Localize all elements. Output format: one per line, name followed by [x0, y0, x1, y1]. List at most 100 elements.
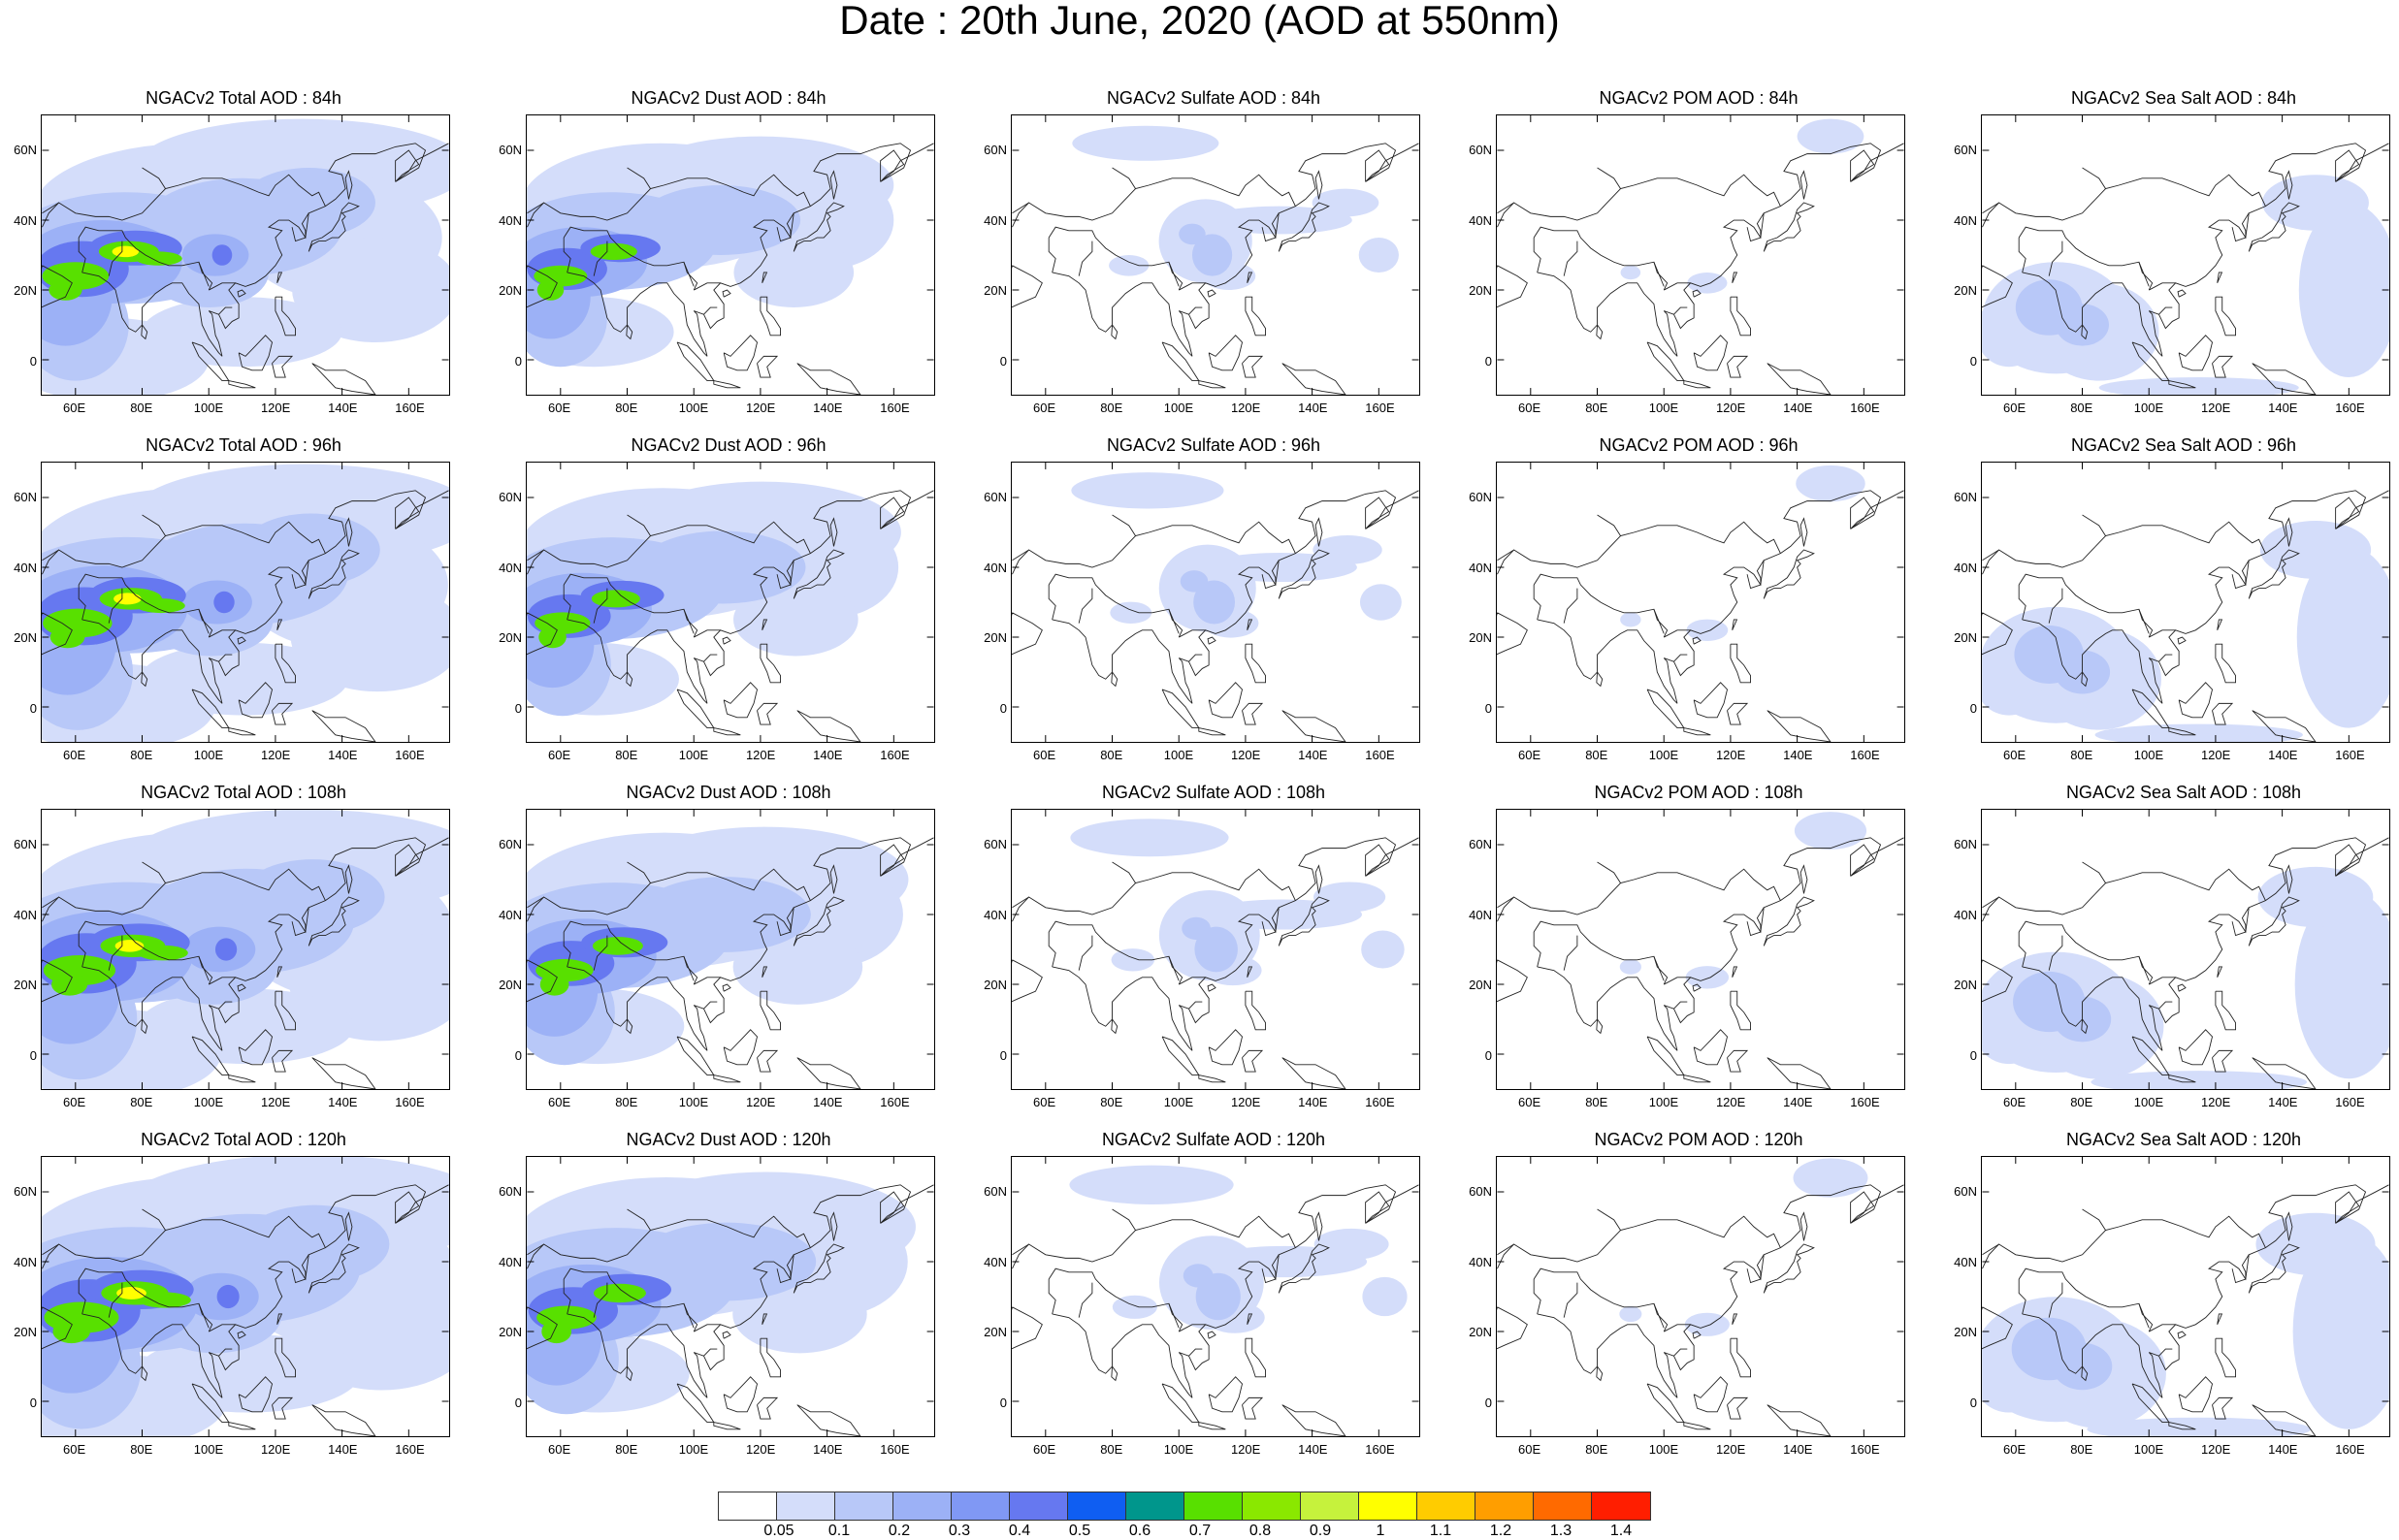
coastline: [762, 1313, 768, 1325]
longitude-label: 100E: [193, 401, 224, 415]
colorbar-swatch: [893, 1492, 952, 1520]
map-panel-total-120h: NGACv2 Total AOD : 120h 60N 40N 20N 0 60E 80E 1…: [0, 1129, 485, 1468]
latitude-label: 60N: [984, 837, 1007, 852]
longitude-label: 60E: [548, 748, 571, 762]
coastline: [1242, 355, 1264, 378]
latitude-labels: 60N 40N 20N 0: [1455, 809, 1492, 1090]
coastline: [2018, 238, 2026, 273]
coastline: [1646, 1036, 1685, 1076]
longitude-label: 80E: [1100, 1095, 1123, 1109]
coastline: [1730, 1337, 1751, 1378]
longitude-label: 160E: [395, 1442, 425, 1457]
coastline: [191, 1036, 230, 1076]
aod-field-area: [1685, 966, 1730, 989]
longitude-label: 100E: [193, 1442, 224, 1457]
panel-title: NGACv2 Sea Salt AOD : 108h: [2065, 783, 2302, 802]
coastline: [275, 643, 296, 684]
map-panel-sulfate-120h: NGACv2 Sulfate AOD : 120h 60N 40N 20N 0 60E 80…: [970, 1129, 1455, 1468]
coastline: [1245, 296, 1266, 337]
coastline: [141, 1365, 148, 1382]
coastline: [2212, 355, 2234, 378]
aod-field-area: [213, 591, 235, 614]
coastline: [1663, 490, 1904, 704]
colorbar-swatch: [1534, 1492, 1592, 1520]
coastline: [593, 241, 608, 276]
longitude-label: 140E: [328, 748, 358, 762]
longitude-label: 120E: [1715, 748, 1746, 762]
coastline: [2215, 1337, 2236, 1378]
coastline: [142, 514, 166, 536]
coastline: [2215, 296, 2236, 337]
map-frame: [1011, 462, 1420, 743]
coastline: [1850, 149, 1875, 182]
coastline: [1278, 549, 1330, 599]
latitude-label: 40N: [1954, 560, 1977, 575]
aod-field-area: [49, 626, 85, 649]
latitude-labels: 60N 40N 20N 0: [0, 809, 37, 1090]
coastline: [2082, 514, 2106, 536]
coastline: [1692, 289, 1702, 298]
coastline: [1767, 1404, 1832, 1436]
coastline: [527, 959, 558, 1003]
longitude-label: 160E: [2335, 1442, 2365, 1457]
coastline: [1365, 1191, 1390, 1224]
coastline: [2335, 149, 2360, 182]
coastline: [1664, 282, 1691, 291]
panel-title: NGACv2 Sea Salt AOD : 84h: [2070, 88, 2297, 108]
coastline: [683, 262, 695, 287]
colorbar-label: 0.6: [1128, 1523, 1151, 1539]
aod-field-area: [732, 929, 863, 1005]
colorbar-label: 0.9: [1309, 1523, 1332, 1539]
coastline: [1111, 324, 1118, 340]
coastline: [1207, 289, 1216, 298]
latitude-labels: 60N 40N 20N 0: [970, 462, 1007, 743]
coastline: [1012, 202, 1029, 228]
longitude-label: 160E: [395, 748, 425, 762]
coastline: [1111, 1365, 1118, 1382]
latitude-label: 60N: [984, 490, 1007, 505]
coastline: [1012, 174, 1296, 221]
coastline: [42, 521, 326, 568]
coastline: [1078, 241, 1093, 276]
coastline: [2248, 549, 2300, 599]
map-frame: [526, 1156, 935, 1437]
map-panel-total-96h: NGACv2 Total AOD : 96h 60N 40N 20N 0 60E 80E 10…: [0, 434, 485, 774]
longitude-labels: 60E 80E 100E 120E 140E 160E: [1011, 1443, 1420, 1459]
coastline: [1281, 710, 1346, 742]
latitude-label: 0: [29, 1395, 37, 1410]
colorbar-swatch: [1184, 1492, 1243, 1520]
coastline: [760, 990, 781, 1031]
aod-field-area: [211, 244, 233, 266]
coastline: [1763, 549, 1815, 599]
coastline: [1732, 1313, 1738, 1325]
coastline: [1692, 1331, 1702, 1339]
coastline: [1497, 521, 1781, 568]
coastline: [2168, 1075, 2196, 1083]
longitude-label: 60E: [63, 1095, 86, 1109]
coastline: [1596, 1365, 1604, 1382]
coastline: [1597, 167, 1621, 189]
aod-field-area: [538, 626, 567, 649]
coastline: [1596, 1018, 1604, 1035]
coastline: [1746, 1254, 1765, 1284]
coastline: [276, 966, 283, 978]
longitude-label: 140E: [813, 1095, 843, 1109]
coastline: [311, 1404, 376, 1436]
coastline: [2168, 1422, 2196, 1430]
coastline: [1261, 560, 1280, 590]
coastline: [626, 324, 633, 340]
latitude-labels: 60N 40N 20N 0: [1940, 114, 1977, 396]
coastline: [683, 956, 695, 981]
latitude-label: 20N: [499, 283, 522, 299]
coastline: [2217, 966, 2223, 978]
coastline: [272, 1049, 294, 1073]
longitude-label: 100E: [2133, 1442, 2164, 1457]
latitude-label: 60N: [1469, 837, 1492, 852]
aod-field-area: [292, 238, 449, 342]
latitude-label: 20N: [14, 630, 37, 646]
coastline: [627, 1208, 651, 1231]
coastline: [683, 609, 695, 634]
coastline: [228, 727, 256, 736]
latitude-label: 60N: [1469, 143, 1492, 158]
longitude-label: 160E: [880, 1442, 910, 1457]
